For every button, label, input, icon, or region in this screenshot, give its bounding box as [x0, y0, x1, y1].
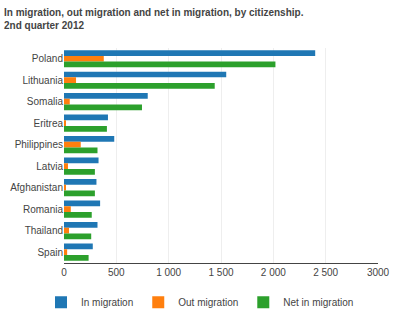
svg-text:In migration, out migration an: In migration, out migration and net in m… — [4, 7, 304, 31]
svg-text:Philippines: Philippines — [15, 139, 63, 150]
svg-text:Romania: Romania — [23, 204, 63, 215]
svg-text:Afghanistan: Afghanistan — [10, 182, 63, 193]
svg-text:Spain: Spain — [37, 247, 63, 258]
svg-text:2 500: 2 500 — [313, 267, 338, 278]
svg-text:Out migration: Out migration — [178, 297, 238, 308]
svg-text:3000: 3000 — [367, 267, 390, 278]
svg-text:500: 500 — [108, 267, 125, 278]
svg-text:1 000: 1 000 — [156, 267, 181, 278]
svg-text:Thailand: Thailand — [25, 225, 63, 236]
svg-text:2 000: 2 000 — [261, 267, 286, 278]
svg-text:Lithuania: Lithuania — [22, 75, 63, 86]
svg-text:Eritrea: Eritrea — [34, 118, 64, 129]
svg-text:1 500: 1 500 — [208, 267, 233, 278]
svg-text:0: 0 — [61, 267, 67, 278]
svg-text:Somalia: Somalia — [27, 96, 64, 107]
svg-text:Poland: Poland — [32, 53, 63, 64]
svg-text:Latvia: Latvia — [36, 161, 63, 172]
svg-text:Net in migration: Net in migration — [283, 297, 353, 308]
svg-text:In migration: In migration — [81, 297, 133, 308]
